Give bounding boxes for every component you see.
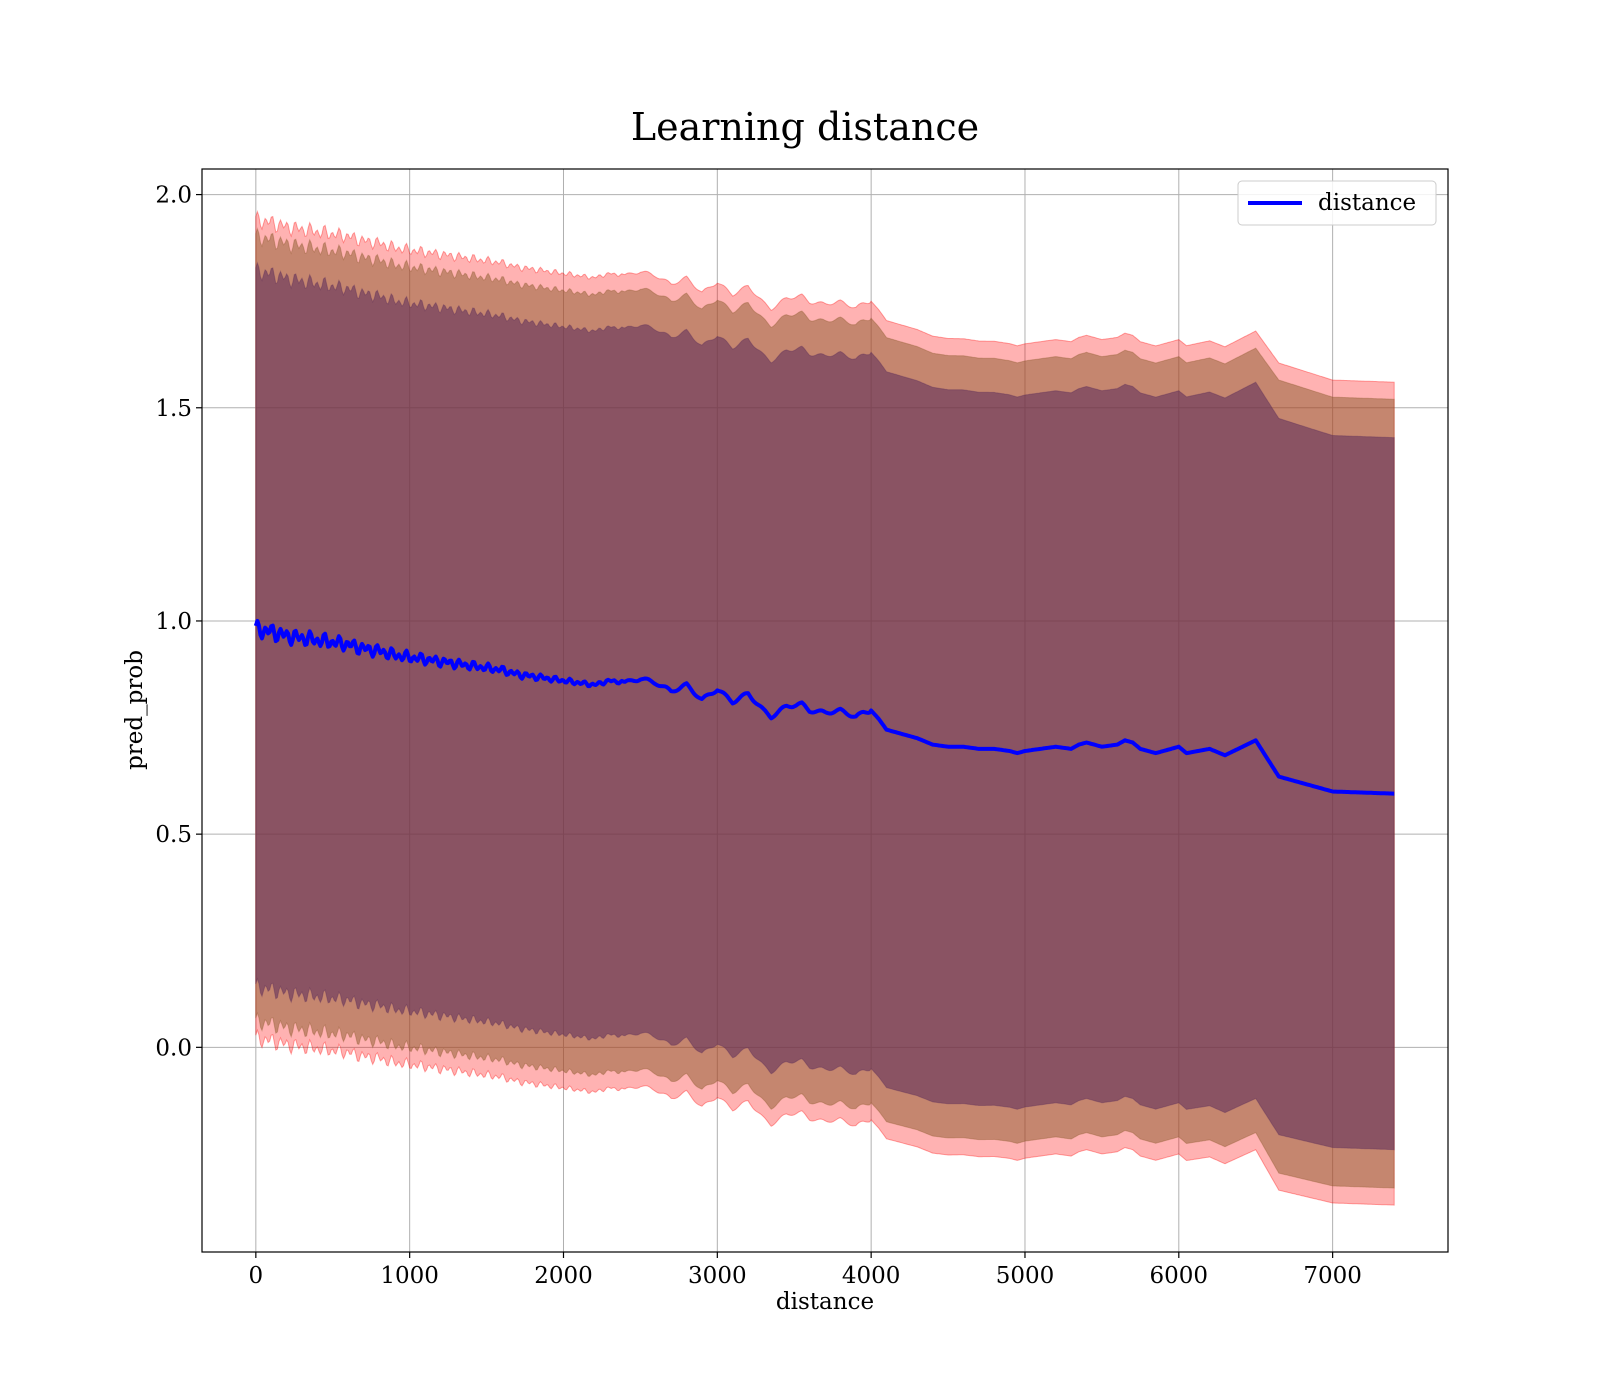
y-axis-label: pred_prob	[122, 650, 148, 770]
series-lines	[253, 618, 1395, 796]
x-tick-label: 4000	[842, 1263, 901, 1289]
x-tick-label: 2000	[534, 1263, 593, 1289]
y-tick-label: 1.0	[155, 609, 192, 635]
chart-title: Learning distance	[631, 105, 979, 149]
plot-area-frame	[201, 168, 1449, 1253]
x-tick-label: 5000	[996, 1263, 1055, 1289]
x-tick-label: 3000	[688, 1263, 747, 1289]
legend-box	[1237, 180, 1437, 226]
x-tick-label: 0	[249, 1263, 264, 1289]
x-axis: 0 1000 2000 3000 4000 5000 6000 7000	[249, 1252, 1362, 1289]
legend-entry-distance: distance	[1318, 190, 1416, 216]
y-axis: 0.0 0.5 1.0 1.5 2.0	[155, 183, 202, 1061]
x-tick-label: 7000	[1303, 1263, 1362, 1289]
y-tick-label: 0.0	[155, 1035, 192, 1061]
x-tick-label: 6000	[1150, 1263, 1209, 1289]
y-tick-label: 1.5	[155, 396, 192, 422]
y-tick-label: 2.0	[155, 183, 192, 209]
series-line-distance	[253, 618, 1395, 796]
confidence-bands	[255, 209, 1395, 1206]
band-core	[255, 261, 1395, 1151]
legend: distance	[1237, 180, 1437, 226]
y-tick-label: 0.5	[155, 822, 192, 848]
x-tick-label: 1000	[380, 1263, 439, 1289]
x-axis-label: distance	[776, 1289, 874, 1315]
